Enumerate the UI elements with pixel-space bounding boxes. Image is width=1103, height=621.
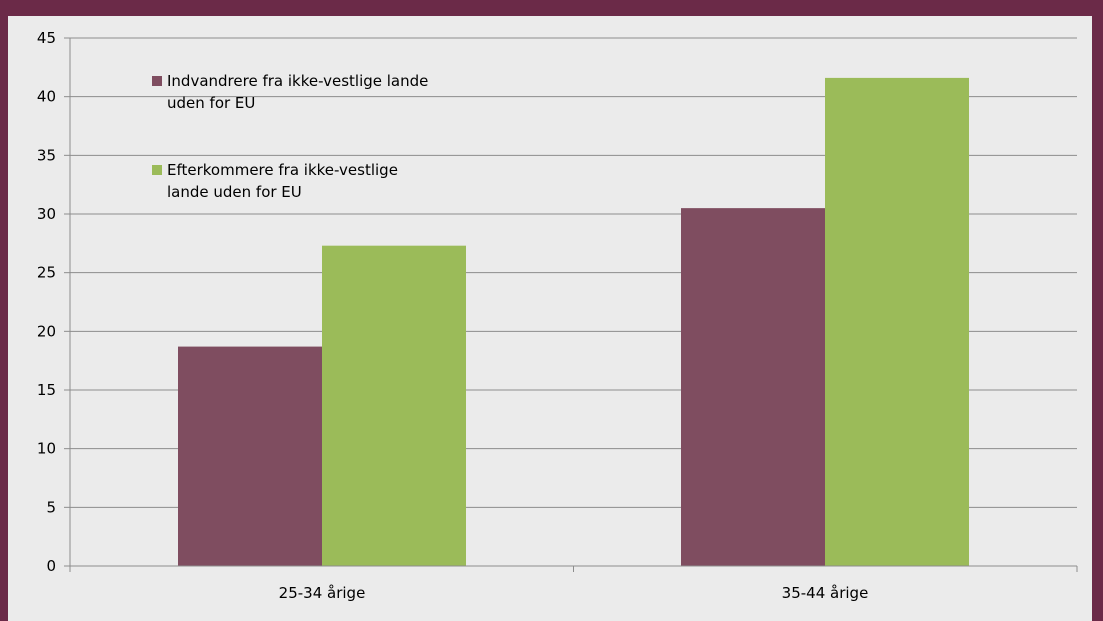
bars [178, 77, 969, 566]
y-tick-label: 15 [37, 381, 56, 399]
legend-label-line: Indvandrere fra ikke-vestlige lande [167, 72, 428, 90]
y-tick-label: 35 [37, 146, 56, 164]
y-tick-label: 30 [37, 205, 56, 223]
legend-swatch [152, 165, 162, 175]
x-axis-category-labels: 25-34 årige 35-44 årige [279, 584, 869, 602]
y-tick-label: 10 [37, 440, 56, 458]
axes [69, 38, 1078, 572]
legend-label-line: uden for EU [167, 94, 255, 112]
bar-series-1-cat-2 [681, 208, 825, 566]
y-tick-label: 5 [46, 498, 56, 516]
x-category-label: 25-34 årige [279, 584, 366, 602]
y-axis-tick-labels: 0 5 10 15 20 25 30 35 40 45 [37, 29, 56, 575]
legend: Indvandrere fra ikke-vestlige lande uden … [152, 72, 428, 201]
x-category-label: 35-44 årige [782, 584, 869, 602]
legend-label-line: Efterkommere fra ikke-vestlige [167, 161, 398, 179]
y-tick-label: 25 [37, 264, 56, 282]
y-tick-label: 40 [37, 88, 56, 106]
bar-series-1-cat-1 [178, 346, 322, 566]
bar-series-2-cat-1 [322, 245, 466, 566]
legend-swatch [152, 76, 162, 86]
y-tick-label: 45 [37, 29, 56, 47]
y-tick-label: 20 [37, 322, 56, 340]
y-tick-label: 0 [46, 557, 56, 575]
bar-series-2-cat-2 [825, 77, 969, 566]
legend-label-line: lande uden for EU [167, 183, 302, 201]
